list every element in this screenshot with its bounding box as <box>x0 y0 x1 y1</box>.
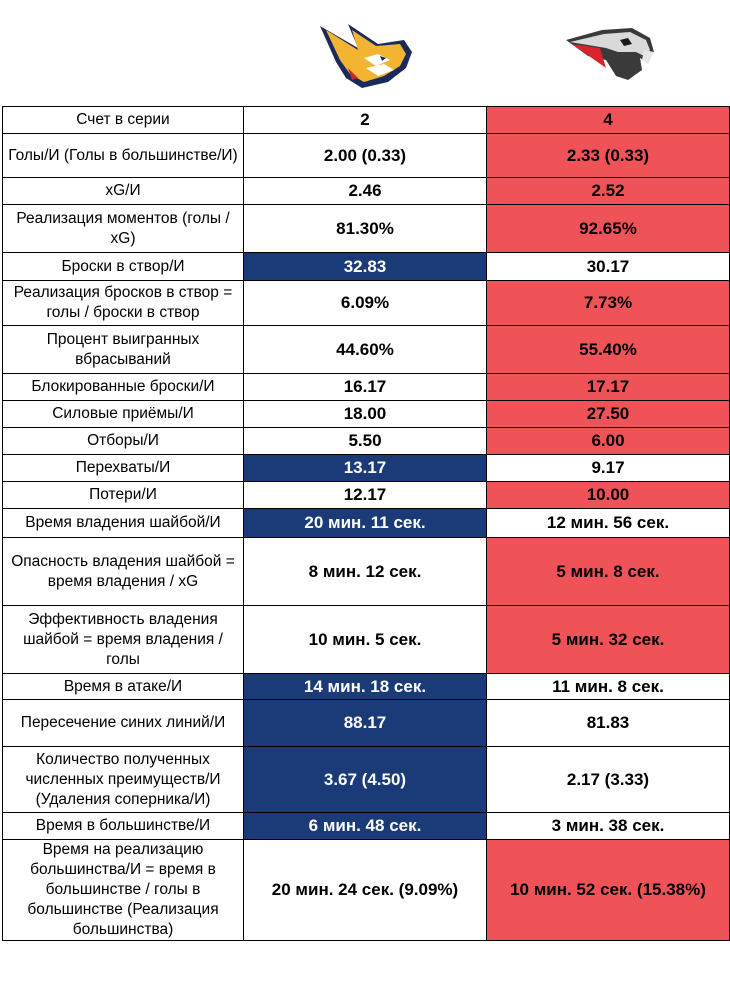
table-row: xG/И 2.46 2.52 <box>2 177 730 205</box>
metric-label: Силовые приёмы/И <box>2 400 244 428</box>
table-row: Отборы/И 5.50 6.00 <box>2 427 730 455</box>
right-team-value: 4 <box>486 106 730 134</box>
metric-label: Потери/И <box>2 481 244 509</box>
left-team-value: 8 мин. 12 сек. <box>243 537 487 606</box>
metric-label: Броски в створ/И <box>2 252 244 281</box>
right-team-value: 9.17 <box>486 454 730 482</box>
metric-label: Время владения шайбой/И <box>2 508 244 538</box>
left-team-value: 5.50 <box>243 427 487 455</box>
header-logos <box>0 0 730 106</box>
left-team-value: 2.00 (0.33) <box>243 133 487 178</box>
right-team-value: 30.17 <box>486 252 730 281</box>
metallurg-logo-icon <box>320 24 412 88</box>
table-row: Силовые приёмы/И 18.00 27.50 <box>2 400 730 428</box>
table-row: Количество полученных численных преимуще… <box>2 746 730 813</box>
right-team-value: 27.50 <box>486 400 730 428</box>
right-team-value: 12 мин. 56 сек. <box>486 508 730 538</box>
left-team-value: 32.83 <box>243 252 487 281</box>
avangard-hawk-logo-icon <box>566 28 654 80</box>
table-row: Время в большинстве/И 6 мин. 48 сек. 3 мин… <box>2 812 730 840</box>
right-team-value: 2.52 <box>486 177 730 205</box>
metric-label: Время на реализацию большинства/И = врем… <box>2 839 244 941</box>
right-team-value: 7.73% <box>486 280 730 326</box>
left-team-value: 6 мин. 48 сек. <box>243 812 487 840</box>
table-row: Блокированные броски/И 16.17 17.17 <box>2 373 730 401</box>
right-team-value: 5 мин. 32 сек. <box>486 605 730 674</box>
right-team-value: 55.40% <box>486 325 730 374</box>
right-team-value: 11 мин. 8 сек. <box>486 673 730 700</box>
table-row: Голы/И (Голы в большинстве/И) 2.00 (0.33)… <box>2 133 730 178</box>
table-row: Реализация бросков в створ = голы / брос… <box>2 280 730 326</box>
table-row: Реализация моментов (голы / xG) 81.30% 92.… <box>2 204 730 253</box>
right-team-value: 2.17 (3.33) <box>486 746 730 813</box>
metric-label: Отборы/И <box>2 427 244 455</box>
right-team-value: 92.65% <box>486 204 730 253</box>
table-row: Перехваты/И 13.17 9.17 <box>2 454 730 482</box>
left-team-value: 2.46 <box>243 177 487 205</box>
left-team-value: 20 мин. 11 сек. <box>243 508 487 538</box>
metric-label: Количество полученных численных преимуще… <box>2 746 244 813</box>
metric-label: Реализация бросков в створ = голы / брос… <box>2 280 244 326</box>
left-team-value: 12.17 <box>243 481 487 509</box>
metric-label: Блокированные броски/И <box>2 373 244 401</box>
metric-label: Процент выигранных вбрасываний <box>2 325 244 374</box>
left-team-value: 10 мин. 5 сек. <box>243 605 487 674</box>
metric-label: Перехваты/И <box>2 454 244 482</box>
table-row: Время на реализацию большинства/И = врем… <box>2 839 730 941</box>
left-team-value: 14 мин. 18 сек. <box>243 673 487 700</box>
left-team-value: 20 мин. 24 сек. (9.09%) <box>243 839 487 941</box>
table-row: Эффективность владения шайбой = время вл… <box>2 605 730 674</box>
metric-label: Реализация моментов (голы / xG) <box>2 204 244 253</box>
metric-label: Время в большинстве/И <box>2 812 244 840</box>
right-team-value: 17.17 <box>486 373 730 401</box>
right-team-value: 2.33 (0.33) <box>486 133 730 178</box>
table-row: Опасность владения шайбой = время владен… <box>2 537 730 606</box>
left-team-value: 44.60% <box>243 325 487 374</box>
right-team-value: 81.83 <box>486 699 730 747</box>
metric-label: Эффективность владения шайбой = время вл… <box>2 605 244 674</box>
stats-comparison-table: Счет в серии 2 4 Голы/И (Голы в большинстве… <box>2 106 730 941</box>
table-row: Счет в серии 2 4 <box>2 106 730 134</box>
right-team-value: 5 мин. 8 сек. <box>486 537 730 606</box>
right-team-value: 6.00 <box>486 427 730 455</box>
table-row: Потери/И 12.17 10.00 <box>2 481 730 509</box>
table-row: Броски в створ/И 32.83 30.17 <box>2 252 730 281</box>
left-team-value: 88.17 <box>243 699 487 747</box>
metric-label: Счет в серии <box>2 106 244 134</box>
left-team-value: 6.09% <box>243 280 487 326</box>
left-team-value: 2 <box>243 106 487 134</box>
table-row: Время владения шайбой/И 20 мин. 11 сек. 12… <box>2 508 730 538</box>
metric-label: Время в атаке/И <box>2 673 244 700</box>
right-team-value: 3 мин. 38 сек. <box>486 812 730 840</box>
left-team-value: 13.17 <box>243 454 487 482</box>
metric-label: Опасность владения шайбой = время владен… <box>2 537 244 606</box>
left-team-value: 81.30% <box>243 204 487 253</box>
left-team-value: 3.67 (4.50) <box>243 746 487 813</box>
right-team-value: 10 мин. 52 сек. (15.38%) <box>486 839 730 941</box>
table-row: Время в атаке/И 14 мин. 18 сек. 11 мин. 8 … <box>2 673 730 700</box>
metric-label: Голы/И (Голы в большинстве/И) <box>2 133 244 178</box>
metric-label: Пересечение синих линий/И <box>2 699 244 747</box>
right-team-value: 10.00 <box>486 481 730 509</box>
metric-label: xG/И <box>2 177 244 205</box>
left-team-value: 18.00 <box>243 400 487 428</box>
table-row: Пересечение синих линий/И 88.17 81.83 <box>2 699 730 747</box>
left-team-value: 16.17 <box>243 373 487 401</box>
table-row: Процент выигранных вбрасываний 44.60% 55.4… <box>2 325 730 374</box>
